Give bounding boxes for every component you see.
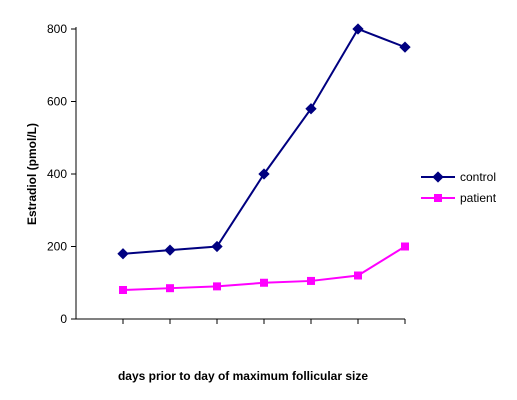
axes [75,27,405,320]
data-point-control [117,248,129,260]
legend: control patient [421,170,497,205]
series-line-control [122,27,406,255]
legend-label-control: control [460,170,496,184]
series-patient [119,242,409,294]
legend-label-patient: patient [460,191,497,205]
y-axis-title: Estradiol (pmol/L) [25,123,39,225]
y-tick-label: 400 [47,167,67,181]
y-tick-label: 200 [47,240,67,254]
legend-item-control: control [421,170,496,184]
data-point-control [258,168,270,180]
x-axis-ticks [122,319,406,324]
legend-item-patient: patient [421,191,497,205]
y-tick-label: 600 [47,95,67,109]
x-axis-title: days prior to day of maximum follicular … [118,369,368,383]
series-control [117,23,411,260]
data-point-control [399,41,411,53]
series-layer [117,23,411,294]
data-point-control [352,23,364,35]
y-axis-ticks: 0 200 400 600 800 [47,22,76,326]
data-point-patient [166,284,174,293]
data-point-control [211,240,223,253]
y-tick-label: 0 [60,312,67,326]
data-point-patient [260,278,268,287]
data-point-patient [213,282,221,291]
data-point-patient [401,242,409,251]
data-point-control [164,244,176,256]
data-point-patient [119,286,127,294]
data-point-patient [354,271,362,280]
y-tick-label: 800 [47,22,67,36]
data-point-patient [307,276,315,285]
